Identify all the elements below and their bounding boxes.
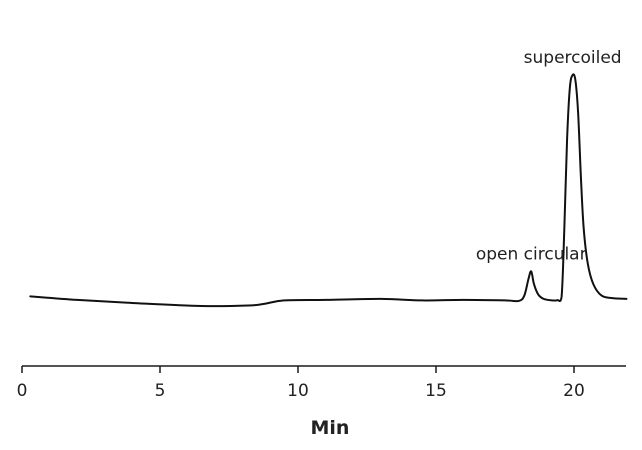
x-tick-label: 0 [17, 381, 28, 401]
x-axis-ticks: 0 5 10 15 20 [17, 366, 585, 401]
x-tick-label: 15 [425, 381, 447, 401]
chromatogram-trace [29, 73, 628, 308]
peak-annotation-open-circular: open circular [476, 244, 587, 264]
x-axis-title: Min [311, 417, 350, 439]
peak-annotation-supercoiled: supercoiled [524, 48, 622, 68]
x-tick-label: 5 [155, 381, 166, 401]
x-tick-label: 10 [287, 381, 309, 401]
peak-annotations: open circular supercoiled [476, 48, 622, 264]
x-tick-label: 20 [563, 381, 585, 401]
